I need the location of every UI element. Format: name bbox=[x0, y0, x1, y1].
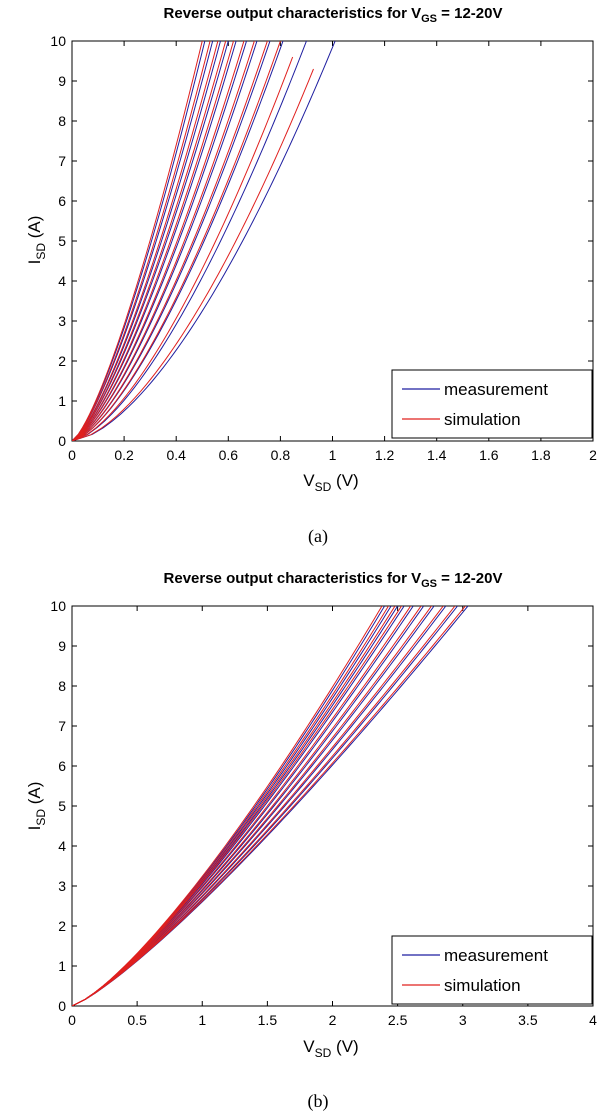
measurement-curve bbox=[72, 41, 237, 441]
x-tick-label: 0 bbox=[68, 1012, 76, 1028]
x-tick-label: 1 bbox=[198, 1012, 206, 1028]
x-tick-label: 0.8 bbox=[271, 447, 291, 463]
y-tick-label: 2 bbox=[58, 353, 66, 369]
measurement-curve bbox=[72, 41, 229, 441]
y-tick-label: 10 bbox=[50, 33, 66, 49]
simulation-curve bbox=[72, 56, 294, 441]
simulation-curve bbox=[72, 606, 396, 1006]
measurement-curve bbox=[72, 41, 221, 441]
simulation-curve bbox=[72, 606, 466, 1006]
y-axis-label: ISD (A) bbox=[25, 782, 48, 831]
y-tick-label: 9 bbox=[58, 73, 66, 89]
x-tick-label: 1 bbox=[329, 447, 337, 463]
legend: measurement simulation bbox=[391, 935, 593, 1005]
simulation-curve bbox=[72, 41, 203, 441]
simulation-curve bbox=[72, 41, 234, 441]
y-tick-label: 3 bbox=[58, 878, 66, 894]
legend-label-measurement: measurement bbox=[444, 946, 548, 965]
panel-label: (b) bbox=[308, 1091, 329, 1112]
simulation-curve bbox=[72, 41, 227, 441]
x-axis-label: VSD (V) bbox=[303, 471, 358, 494]
simulation-curve bbox=[72, 41, 245, 441]
legend-label-simulation: simulation bbox=[444, 410, 521, 429]
x-tick-label: 0.5 bbox=[127, 1012, 147, 1028]
x-tick-label: 2.5 bbox=[388, 1012, 408, 1028]
y-tick-label: 8 bbox=[58, 113, 66, 129]
simulation-curve bbox=[72, 41, 255, 441]
x-tick-label: 3 bbox=[459, 1012, 467, 1028]
x-tick-label: 2 bbox=[589, 447, 597, 463]
measurement-curve bbox=[72, 41, 271, 441]
y-tick-label: 2 bbox=[58, 918, 66, 934]
y-tick-label: 0 bbox=[58, 998, 66, 1014]
x-tick-label: 0.2 bbox=[114, 447, 134, 463]
y-tick-label: 1 bbox=[58, 958, 66, 974]
chart-title: Reverse output characteristics for VGS =… bbox=[164, 570, 503, 590]
x-tick-label: 1.5 bbox=[258, 1012, 278, 1028]
panel-label: (a) bbox=[308, 526, 328, 547]
y-tick-label: 5 bbox=[58, 233, 66, 249]
simulation-curve bbox=[72, 606, 402, 1006]
measurement-curve bbox=[72, 41, 336, 441]
simulation-curve bbox=[72, 606, 444, 1006]
y-tick-label: 4 bbox=[58, 838, 66, 854]
legend: measurement simulation bbox=[391, 369, 593, 439]
y-tick-label: 7 bbox=[58, 153, 66, 169]
x-tick-label: 1.6 bbox=[479, 447, 499, 463]
x-tick-label: 0 bbox=[68, 447, 76, 463]
x-tick-label: 1.4 bbox=[427, 447, 447, 463]
measurement-curve bbox=[72, 41, 248, 441]
y-tick-label: 1 bbox=[58, 393, 66, 409]
measurement-curve bbox=[72, 41, 307, 441]
y-tick-label: 7 bbox=[58, 718, 66, 734]
y-tick-label: 5 bbox=[58, 798, 66, 814]
legend-label-simulation: simulation bbox=[444, 976, 521, 995]
plot-area: 0 0.2 0.4 0.6 0.8 1 1.2 1.4 1.6 1.8 2 0 1 2 3 4 5 6 7 8 9 10 bbox=[50, 33, 597, 463]
chart-panel-b: Reverse output characteristics for VGS =… bbox=[25, 570, 597, 1112]
chart-title: Reverse output characteristics for VGS =… bbox=[164, 5, 503, 25]
measurement-curve bbox=[72, 41, 206, 441]
y-tick-label: 3 bbox=[58, 313, 66, 329]
measurement-curve bbox=[72, 41, 284, 441]
legend-box bbox=[391, 935, 593, 1005]
simulation-curve bbox=[72, 68, 314, 441]
x-axis-label: VSD (V) bbox=[303, 1037, 358, 1060]
x-tick-label: 1.2 bbox=[375, 447, 395, 463]
y-tick-label: 0 bbox=[58, 433, 66, 449]
x-tick-label: 0.6 bbox=[219, 447, 239, 463]
curves bbox=[72, 41, 336, 441]
x-tick-label: 4 bbox=[589, 1012, 597, 1028]
y-tick-label: 8 bbox=[58, 678, 66, 694]
x-tick-label: 3.5 bbox=[518, 1012, 538, 1028]
y-tick-label: 10 bbox=[50, 598, 66, 614]
x-tick-label: 0.4 bbox=[166, 447, 186, 463]
simulation-curve bbox=[72, 606, 422, 1006]
measurement-curve bbox=[72, 41, 258, 441]
simulation-curve bbox=[72, 606, 432, 1006]
simulation-curve bbox=[72, 41, 219, 441]
simulation-curve bbox=[72, 606, 389, 1006]
y-tick-label: 9 bbox=[58, 638, 66, 654]
measurement-curve bbox=[72, 41, 214, 441]
y-tick-label: 4 bbox=[58, 273, 66, 289]
simulation-curve bbox=[72, 41, 281, 441]
chart-panel-a: Reverse output characteristics for VGS =… bbox=[25, 5, 597, 547]
simulation-curve bbox=[72, 606, 412, 1006]
x-tick-label: 1.8 bbox=[531, 447, 551, 463]
curves bbox=[72, 606, 469, 1006]
simulation-curve bbox=[72, 41, 211, 441]
x-tick-label: 2 bbox=[329, 1012, 337, 1028]
simulation-curve bbox=[72, 606, 456, 1006]
y-axis-label: ISD (A) bbox=[25, 216, 48, 265]
simulation-curve bbox=[72, 606, 383, 1006]
legend-label-measurement: measurement bbox=[444, 380, 548, 399]
legend-box bbox=[391, 369, 593, 439]
y-tick-label: 6 bbox=[58, 758, 66, 774]
y-tick-label: 6 bbox=[58, 193, 66, 209]
simulation-curve bbox=[72, 41, 268, 441]
